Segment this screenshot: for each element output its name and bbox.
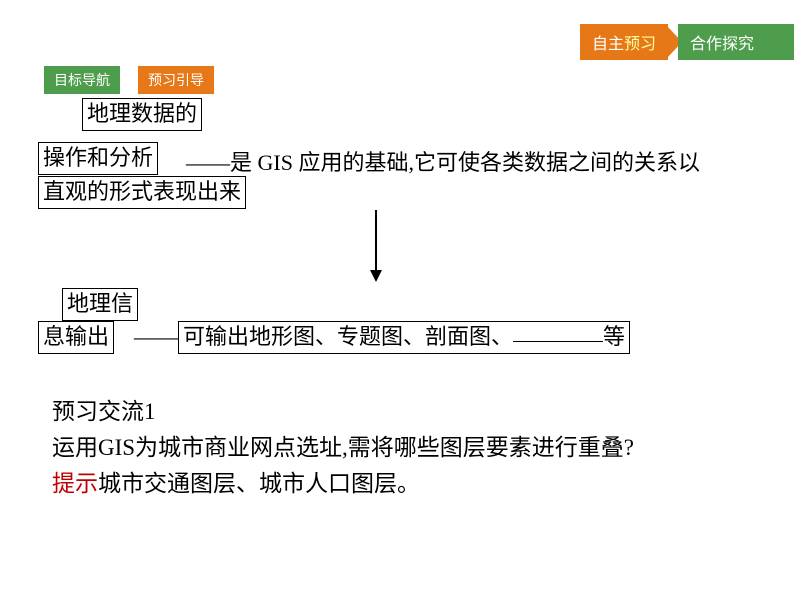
nav-tab1-prefix: 自主 <box>592 36 624 53</box>
d2-right-suffix: 等 <box>603 324 625 349</box>
hint-label: 提示 <box>52 471 98 496</box>
d2-right-box: 可输出地形图、专题图、剖面图、 等 <box>178 321 630 354</box>
d2-right-wrap: ——可输出地形图、专题图、剖面图、 等 <box>134 321 671 354</box>
d2-top-box: 地理信 <box>62 288 138 321</box>
arrow-down-icon <box>370 210 382 282</box>
sub-nav: 目标导航 预习引导 <box>44 66 232 94</box>
d1-bottom-box: 直观的形式表现出来 <box>38 176 246 209</box>
subnav-mubiaodaohang[interactable]: 目标导航 <box>44 66 120 94</box>
nav-tab-zizhuyexi[interactable]: 自主预习 <box>580 24 668 60</box>
nav-tab1-highlight: 预习 <box>624 36 656 53</box>
top-nav: 自主预习 合作探究 <box>580 24 794 60</box>
d1-right-text: ——是 GIS 应用的基础,它可使各类数据之间的关系以 <box>186 145 756 177</box>
d2-left-box: 息输出 <box>38 321 114 354</box>
d1-left-box: 操作和分析 <box>38 142 158 175</box>
body-question: 运用GIS为城市商业网点选址,需将哪些图层要素进行重叠? <box>52 430 634 467</box>
d2-right-text: 可输出地形图、专题图、剖面图、 <box>183 324 513 349</box>
body-answer: 城市交通图层、城市人口图层。 <box>98 471 420 496</box>
body-title: 预习交流1 <box>52 394 156 431</box>
d1-top-box: 地理数据的 <box>82 98 202 131</box>
d2-right-prefix: —— <box>134 324 178 349</box>
nav-tab-hezuotanjiu[interactable]: 合作探究 <box>678 24 794 60</box>
body-answer-line: 提示城市交通图层、城市人口图层。 <box>52 466 420 503</box>
blank-line <box>513 341 603 342</box>
subnav-yuxiyindao[interactable]: 预习引导 <box>138 66 214 94</box>
